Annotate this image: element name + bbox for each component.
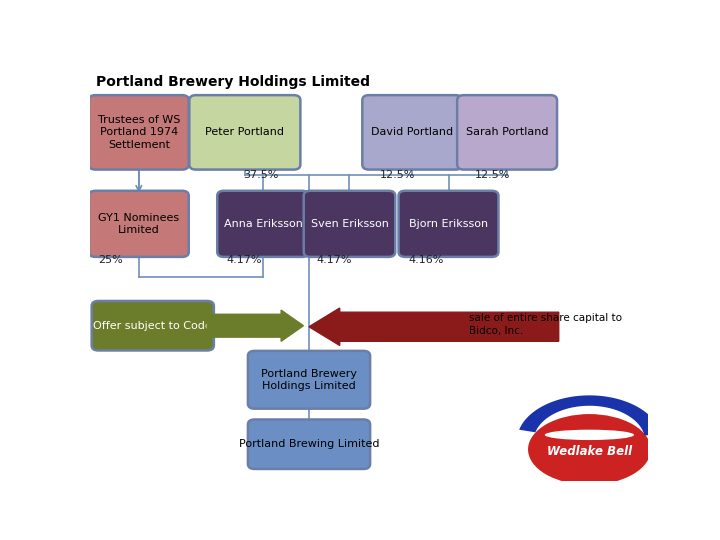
Text: 4.17%: 4.17% — [316, 255, 351, 265]
Text: Portland Brewery Holdings Limited: Portland Brewery Holdings Limited — [96, 75, 369, 89]
FancyBboxPatch shape — [248, 420, 370, 469]
FancyBboxPatch shape — [89, 191, 189, 257]
Text: 12.5%: 12.5% — [475, 170, 510, 180]
Text: 4.16%: 4.16% — [408, 255, 444, 265]
Text: Trustees of WS
Portland 1974
Settlement: Trustees of WS Portland 1974 Settlement — [98, 115, 180, 150]
Text: Anna Eriksson: Anna Eriksson — [223, 219, 302, 229]
FancyBboxPatch shape — [91, 301, 214, 350]
FancyBboxPatch shape — [217, 191, 309, 257]
Text: Offer subject to Code: Offer subject to Code — [94, 321, 212, 330]
Text: Portland Brewing Limited: Portland Brewing Limited — [239, 439, 379, 449]
FancyBboxPatch shape — [399, 191, 498, 257]
Text: Portland Brewery
Holdings Limited: Portland Brewery Holdings Limited — [261, 369, 357, 391]
Text: 25%: 25% — [99, 255, 123, 265]
Ellipse shape — [545, 430, 634, 440]
FancyArrow shape — [207, 310, 303, 341]
Polygon shape — [519, 395, 661, 436]
FancyBboxPatch shape — [248, 351, 370, 409]
FancyBboxPatch shape — [189, 95, 300, 170]
FancyBboxPatch shape — [457, 95, 557, 170]
Text: sale of entire share capital to
Bidco, Inc.: sale of entire share capital to Bidco, I… — [469, 313, 623, 336]
Ellipse shape — [528, 414, 651, 485]
FancyBboxPatch shape — [89, 95, 189, 170]
Text: Wedlake Bell: Wedlake Bell — [547, 445, 632, 458]
Text: Peter Portland: Peter Portland — [205, 127, 284, 137]
Text: David Portland: David Portland — [372, 127, 454, 137]
Text: GY1 Nominees
Limited: GY1 Nominees Limited — [98, 213, 179, 235]
Text: 37.5%: 37.5% — [243, 170, 279, 180]
FancyBboxPatch shape — [304, 191, 395, 257]
Text: Sven Eriksson: Sven Eriksson — [310, 219, 388, 229]
FancyBboxPatch shape — [362, 95, 462, 170]
FancyArrow shape — [309, 308, 559, 346]
Text: 12.5%: 12.5% — [380, 170, 415, 180]
Text: Bjorn Eriksson: Bjorn Eriksson — [409, 219, 488, 229]
Text: 4.17%: 4.17% — [227, 255, 262, 265]
Text: Sarah Portland: Sarah Portland — [466, 127, 549, 137]
